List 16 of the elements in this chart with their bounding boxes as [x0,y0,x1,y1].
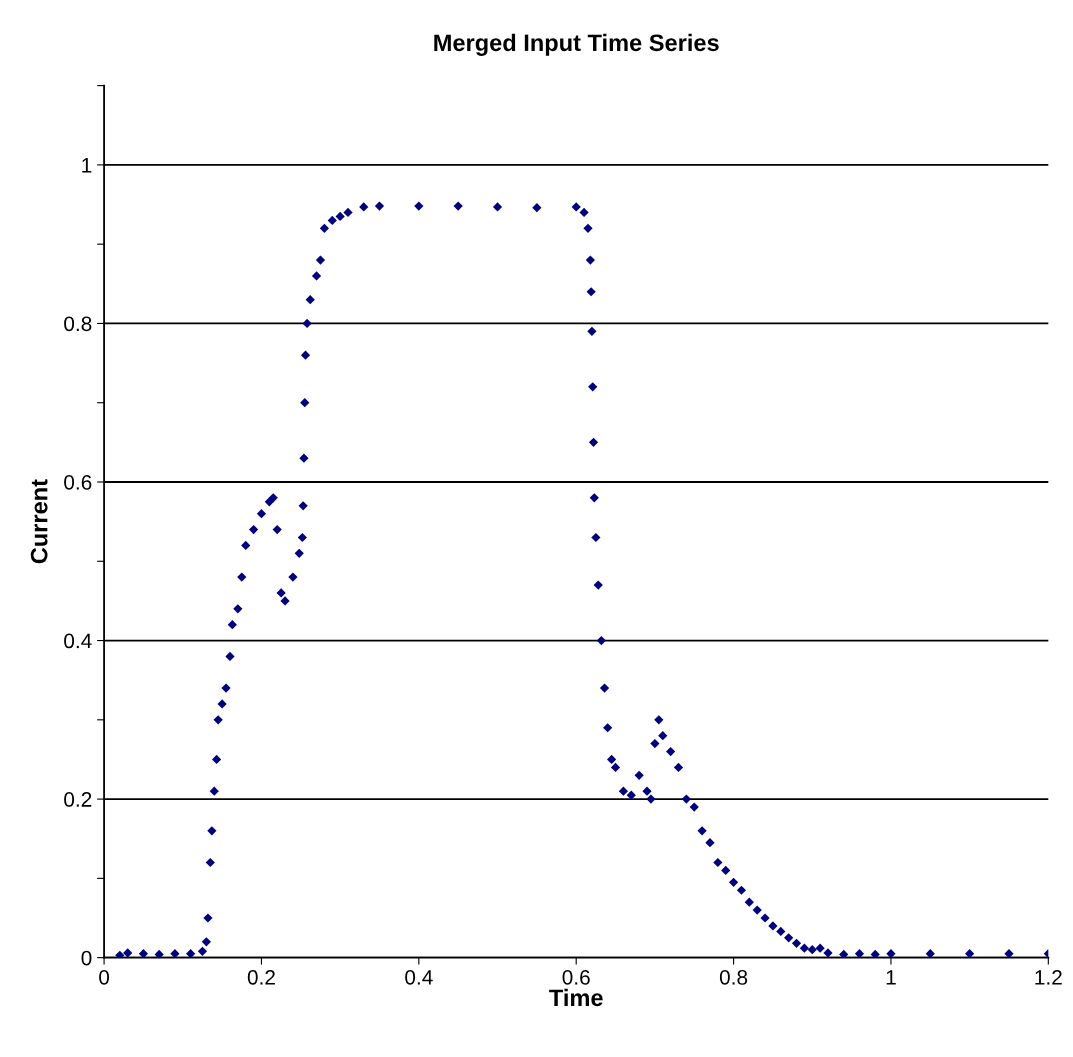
x-tick-label: 0.4 [405,970,433,985]
chart-title: Merged Input Time Series [434,33,719,56]
x-tick-label: 1.2 [1035,970,1062,985]
y-tick-label: 0.4 [64,633,92,649]
x-axis-title: Time [549,988,603,1007]
y-tick-label: 0.6 [64,474,92,490]
x-tick-label: 0.6 [562,970,590,985]
x-tick-label: 0.2 [247,970,275,985]
x-tick-label: 0.8 [719,970,748,985]
y-tick-label: 0 [81,950,92,966]
y-tick-label: 1 [82,158,92,173]
x-tick-label: 0 [99,970,110,985]
y-tick-label: 0.8 [64,316,92,332]
y-axis-title: Current [30,479,48,564]
y-tick-label: 0.2 [64,792,92,807]
x-tick-label: 1 [886,970,896,985]
